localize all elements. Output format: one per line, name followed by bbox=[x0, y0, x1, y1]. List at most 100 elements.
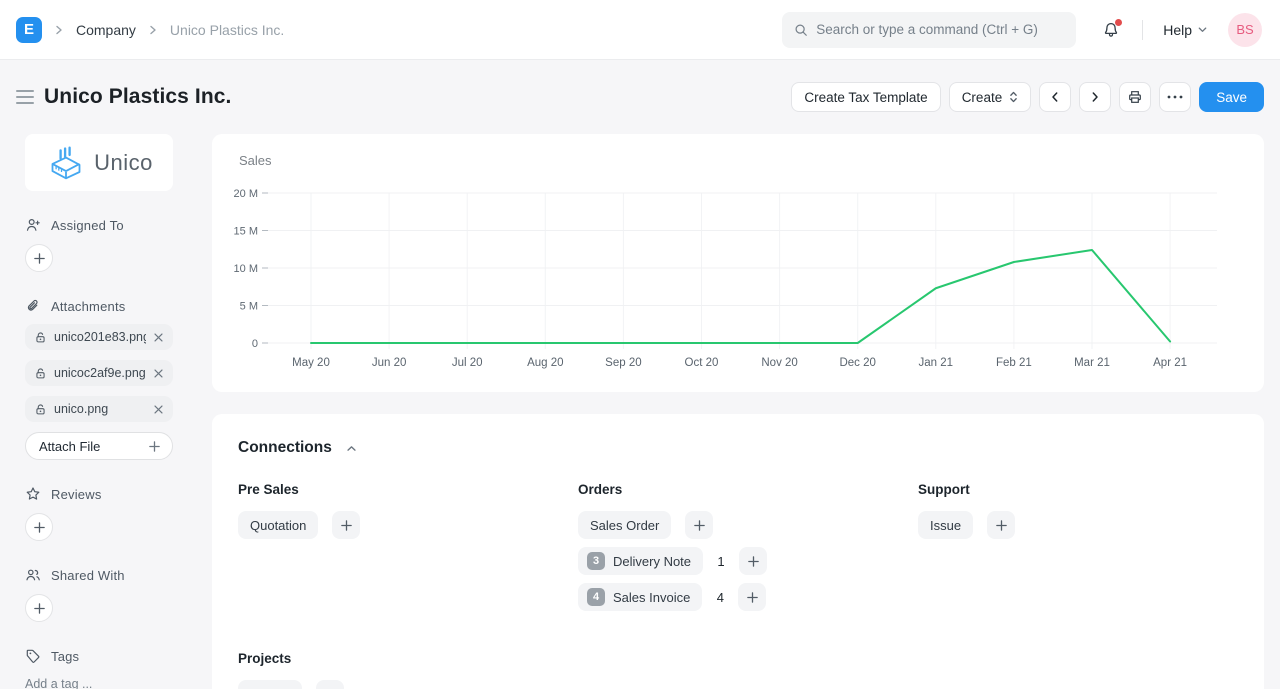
svg-text:15 M: 15 M bbox=[234, 226, 258, 238]
remove-attachment-button[interactable] bbox=[153, 404, 164, 415]
add-assignment-button[interactable] bbox=[25, 244, 53, 272]
link-label: Project bbox=[250, 687, 290, 689]
unlock-icon bbox=[36, 367, 45, 378]
chevron-down-icon bbox=[1197, 24, 1208, 35]
shared-with-section-label: Shared With bbox=[25, 567, 212, 583]
global-search[interactable] bbox=[782, 11, 1077, 48]
remove-attachment-button[interactable] bbox=[153, 368, 164, 379]
notifications-button[interactable] bbox=[1102, 18, 1123, 39]
svg-text:20 M: 20 M bbox=[234, 188, 258, 200]
svg-text:Feb 21: Feb 21 bbox=[996, 357, 1032, 369]
help-menu[interactable]: Help bbox=[1163, 22, 1208, 38]
notification-dot bbox=[1115, 18, 1123, 26]
breadcrumb-current-doc[interactable]: Unico Plastics Inc. bbox=[169, 21, 285, 38]
navbar: E Company Unico Plastics Inc. Help BS bbox=[0, 0, 1280, 60]
tags-section-label: Tags bbox=[25, 648, 212, 664]
breadcrumb-company[interactable]: Company bbox=[76, 21, 136, 38]
plus-icon bbox=[148, 440, 161, 453]
company-logo-text: Unico bbox=[94, 149, 153, 175]
plus-icon bbox=[33, 602, 45, 614]
link-delivery-note[interactable]: 3 Delivery Note bbox=[578, 547, 704, 575]
attachment-unico-png[interactable]: unico.png bbox=[25, 396, 173, 422]
new-project-button[interactable] bbox=[316, 680, 345, 689]
plus-icon bbox=[747, 591, 758, 603]
chevron-right-icon bbox=[146, 23, 160, 37]
connections-group-orders: Orders Sales Order 3 Delivery Note 1 4 Sales I… bbox=[578, 482, 918, 619]
chart-title: Sales bbox=[239, 153, 272, 168]
erpnext-logo-icon[interactable]: E bbox=[16, 16, 42, 43]
group-label: Orders bbox=[578, 482, 623, 497]
print-button[interactable] bbox=[1119, 82, 1152, 112]
link-label: Issue bbox=[930, 517, 962, 533]
add-share-button[interactable] bbox=[25, 594, 53, 622]
svg-text:Jun 20: Jun 20 bbox=[372, 357, 407, 369]
plus-icon bbox=[341, 519, 352, 531]
connection-row-sales-order: Sales Order bbox=[578, 511, 918, 539]
chevron-right-icon bbox=[1088, 90, 1102, 104]
tag-icon bbox=[25, 648, 41, 664]
link-project[interactable]: Project bbox=[238, 680, 303, 689]
connection-row-quotation: Quotation bbox=[238, 511, 578, 539]
link-quotation[interactable]: Quotation bbox=[238, 511, 319, 539]
attachments-list: unico201e83.png unicoc2af9e.png unico.png bbox=[25, 324, 212, 422]
select-chevrons-icon bbox=[1009, 90, 1018, 104]
help-label: Help bbox=[1163, 21, 1192, 38]
svg-text:Jan 21: Jan 21 bbox=[919, 357, 954, 369]
save-button[interactable]: Save bbox=[1199, 82, 1264, 112]
link-label: Sales Order bbox=[590, 517, 660, 533]
remove-attachment-button[interactable] bbox=[153, 332, 164, 343]
menu-icon[interactable] bbox=[16, 87, 34, 107]
attachment-unico201e83-png[interactable]: unico201e83.png bbox=[25, 324, 173, 350]
printer-icon bbox=[1127, 89, 1143, 105]
new-sales-invoice-button[interactable] bbox=[738, 583, 767, 611]
tags-label: Tags bbox=[51, 648, 80, 664]
add-review-button[interactable] bbox=[25, 513, 53, 541]
svg-text:May 20: May 20 bbox=[292, 357, 330, 369]
svg-text:Dec 20: Dec 20 bbox=[839, 357, 875, 369]
plus-icon bbox=[33, 252, 45, 264]
save-label: Save bbox=[1216, 89, 1247, 105]
link-sales-invoice[interactable]: 4 Sales Invoice bbox=[578, 583, 703, 611]
connection-row-delivery-note: 3 Delivery Note 1 bbox=[578, 547, 918, 575]
factory-logo-icon bbox=[45, 145, 87, 181]
new-issue-button[interactable] bbox=[987, 511, 1016, 539]
connections-grid: Pre Sales Quotation Orders Sales Order 3 Deli… bbox=[238, 482, 1238, 689]
link-issue[interactable]: Issue bbox=[918, 511, 974, 539]
new-sales-order-button[interactable] bbox=[685, 511, 714, 539]
group-label: Pre Sales bbox=[238, 482, 299, 497]
star-icon bbox=[25, 486, 41, 502]
svg-text:Nov 20: Nov 20 bbox=[761, 357, 797, 369]
create-tax-template-label: Create Tax Template bbox=[804, 89, 928, 105]
create-tax-template-button[interactable]: Create Tax Template bbox=[791, 82, 941, 112]
new-delivery-note-button[interactable] bbox=[739, 547, 768, 575]
svg-text:Sep 20: Sep 20 bbox=[605, 357, 641, 369]
connections-section: Connections Pre Sales Quotation Orders Sale… bbox=[212, 414, 1264, 689]
connection-row-issue: Issue bbox=[918, 511, 1238, 539]
close-icon bbox=[154, 404, 163, 414]
chevron-left-icon bbox=[1048, 90, 1062, 104]
add-tag-input[interactable]: Add a tag ... bbox=[25, 677, 93, 689]
new-quotation-button[interactable] bbox=[332, 511, 361, 539]
chevron-right-icon bbox=[52, 23, 66, 37]
chevron-up-icon[interactable] bbox=[345, 442, 358, 455]
attachment-unicoc2af9e-png[interactable]: unicoc2af9e.png bbox=[25, 360, 173, 386]
user-avatar[interactable]: BS bbox=[1228, 12, 1262, 47]
link-sales-order[interactable]: Sales Order bbox=[578, 511, 672, 539]
assigned-to-section-label: Assigned To bbox=[25, 217, 212, 233]
shared-with-label: Shared With bbox=[51, 567, 125, 583]
connections-group-projects: Projects Project bbox=[238, 651, 578, 689]
connections-group-pre-sales: Pre Sales Quotation bbox=[238, 482, 578, 619]
search-input[interactable] bbox=[816, 22, 1065, 37]
sales-dashboard-chart-card: Sales May 20 Jun 20 Jul 20 Aug 20 Sep 20 Oct … bbox=[212, 134, 1264, 392]
attach-file-button[interactable]: Attach File bbox=[25, 432, 173, 460]
sales-chart[interactable]: May 20 Jun 20 Jul 20 Aug 20 Sep 20 Oct 20 Nov … bbox=[212, 174, 1248, 379]
previous-document-button[interactable] bbox=[1039, 82, 1072, 112]
user-plus-icon bbox=[25, 217, 41, 233]
document-count: 4 bbox=[716, 589, 724, 605]
connection-row-project: Project bbox=[238, 680, 578, 689]
create-dropdown-button[interactable]: Create bbox=[948, 82, 1032, 112]
next-document-button[interactable] bbox=[1079, 82, 1112, 112]
page-title: Unico Plastics Inc. bbox=[44, 85, 232, 108]
menu-dots-button[interactable] bbox=[1159, 82, 1192, 112]
link-label: Sales Invoice bbox=[613, 589, 691, 605]
